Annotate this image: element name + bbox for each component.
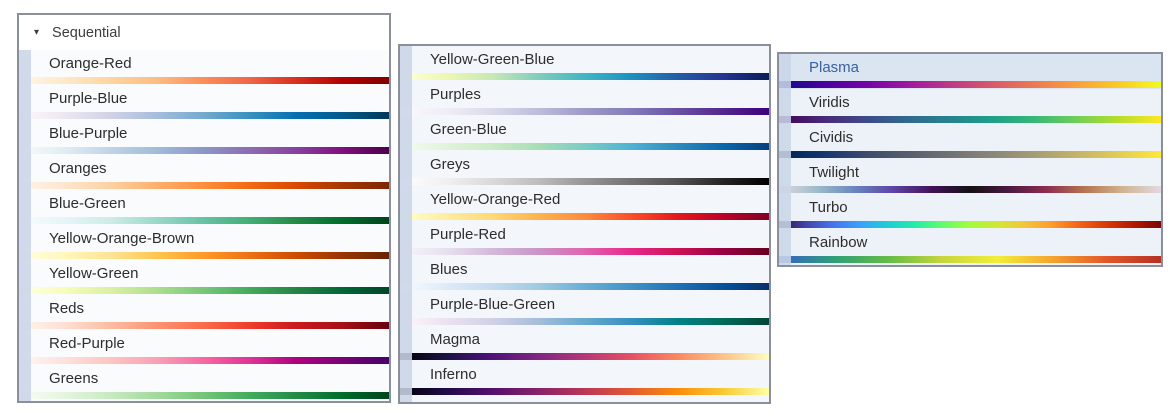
colorscale-option-purple-blue[interactable]: Purple-Blue [19,85,389,120]
colorscale-option-label: Green-Blue [430,121,507,138]
chevron-down-icon: ▾ [34,26,40,38]
sequential-section-header[interactable]: ▾ Sequential [19,15,389,50]
colorscale-option-label: Turbo [809,199,848,216]
colorscale-gradient-swatch [779,256,1161,263]
colorscale-option-label: Blue-Purple [49,125,128,142]
colorscale-option-blue-purple[interactable]: Blue-Purple [19,120,389,155]
colorscale-option-label: Purple-Blue [49,90,128,107]
colorscale-option-greens[interactable]: Greens [19,365,389,400]
colorscale-gradient-swatch [19,217,389,224]
colorscale-option-label: Greys [430,156,471,173]
colorscale-gradient-swatch [19,182,389,189]
colorscale-option-label: Greens [49,370,99,387]
colorscale-option-label: Rainbow [809,234,868,251]
colorscale-list-column-3: Plasma Viridis Cividis Twilight Turbo Rainbow [779,54,1161,264]
colorscale-option-red-purple[interactable]: Red-Purple [19,330,389,365]
colorscale-gradient-swatch [400,353,769,360]
colorscale-gradient-swatch [400,213,769,220]
colorscale-list-column-1: Orange-Red Purple-Blue Blue-Purple Oranges B… [19,50,389,400]
colorscale-option-yellow-orange-brown[interactable]: Yellow-Orange-Brown [19,225,389,260]
colorscale-gradient-swatch [400,283,769,290]
colorscale-option-label: Purple-Red [430,226,506,243]
colorscale-gradient-swatch [400,73,769,80]
colorscale-option-twilight[interactable]: Twilight [779,159,1161,194]
colorscale-option-purple-red[interactable]: Purple-Red [400,221,769,256]
colorscale-option-label: Cividis [809,129,854,146]
colorscale-option-label: Purple-Blue-Green [430,296,556,313]
colorscale-option-label: Reds [49,300,85,317]
colorscale-gradient-swatch [19,112,389,119]
colorscale-gradient-swatch [779,81,1161,88]
section-title: Sequential [52,24,121,41]
colorscale-option-yellow-green-blue[interactable]: Yellow-Green-Blue [400,46,769,81]
colorscale-option-turbo[interactable]: Turbo [779,194,1161,229]
colorscale-gradient-swatch [19,287,389,294]
colorscale-option-magma[interactable]: Magma [400,326,769,361]
colorscale-gradient-swatch [400,388,769,395]
colorscale-option-blues[interactable]: Blues [400,256,769,291]
sequential-colorscale-panel: ▾ Sequential Orange-Red Purple-Blue Blue-P… [17,13,391,403]
colorscale-gradient-swatch [19,357,389,364]
colorscale-option-purple-blue-green[interactable]: Purple-Blue-Green [400,291,769,326]
colorscale-option-reds[interactable]: Reds [19,295,389,330]
colorscale-gradient-swatch [19,147,389,154]
colorscale-gradient-swatch [400,143,769,150]
colorscale-gradient-swatch [19,392,389,399]
colorscale-option-yellow-green[interactable]: Yellow-Green [19,260,389,295]
colorscale-option-label: Plasma [809,59,860,76]
colorscale-gradient-swatch [400,108,769,115]
colorscale-gradient-swatch [400,178,769,185]
colorscale-gradient-swatch [400,318,769,325]
colorscale-panel-column-2: Yellow-Green-Blue Purples Green-Blue Greys Y… [398,44,771,404]
colorscale-option-oranges[interactable]: Oranges [19,155,389,190]
colorscale-gradient-swatch [19,252,389,259]
colorscale-list-column-2: Yellow-Green-Blue Purples Green-Blue Greys Y… [400,46,769,400]
colorscale-option-label: Viridis [809,94,850,111]
colorscale-panel-column-3: Plasma Viridis Cividis Twilight Turbo Rainbow [777,52,1163,267]
colorscale-gradient-swatch [19,77,389,84]
colorscale-option-label: Oranges [49,160,107,177]
colorscale-option-label: Yellow-Green [49,265,139,282]
colorscale-option-label: Yellow-Orange-Brown [49,230,195,247]
colorscale-option-label: Inferno [430,366,477,383]
colorscale-gradient-swatch [19,322,389,329]
colorscale-option-plasma[interactable]: Plasma [779,54,1161,89]
colorscale-option-label: Blues [430,261,468,278]
colorscale-option-label: Magma [430,331,481,348]
colorscale-option-orange-red[interactable]: Orange-Red [19,50,389,85]
colorscale-option-label: Red-Purple [49,335,125,352]
colorscale-option-label: Purples [430,86,481,103]
colorscale-option-greys[interactable]: Greys [400,151,769,186]
colorscale-option-viridis[interactable]: Viridis [779,89,1161,124]
colorscale-option-label: Yellow-Green-Blue [430,51,555,68]
colorscale-option-inferno[interactable]: Inferno [400,361,769,396]
colorscale-option-green-blue[interactable]: Green-Blue [400,116,769,151]
colorscale-option-label: Yellow-Orange-Red [430,191,561,208]
colorscale-option-label: Orange-Red [49,55,132,72]
colorscale-gradient-swatch [779,151,1161,158]
colorscale-option-yellow-orange-red[interactable]: Yellow-Orange-Red [400,186,769,221]
colorscale-option-purples[interactable]: Purples [400,81,769,116]
colorscale-gradient-swatch [400,248,769,255]
colorscale-option-blue-green[interactable]: Blue-Green [19,190,389,225]
colorscale-gradient-swatch [779,186,1161,193]
colorscale-option-label: Twilight [809,164,860,181]
colorscale-gradient-swatch [779,221,1161,228]
colorscale-option-cividis[interactable]: Cividis [779,124,1161,159]
colorscale-option-label: Blue-Green [49,195,126,212]
colorscale-gradient-swatch [779,116,1161,123]
colorscale-option-rainbow[interactable]: Rainbow [779,229,1161,264]
